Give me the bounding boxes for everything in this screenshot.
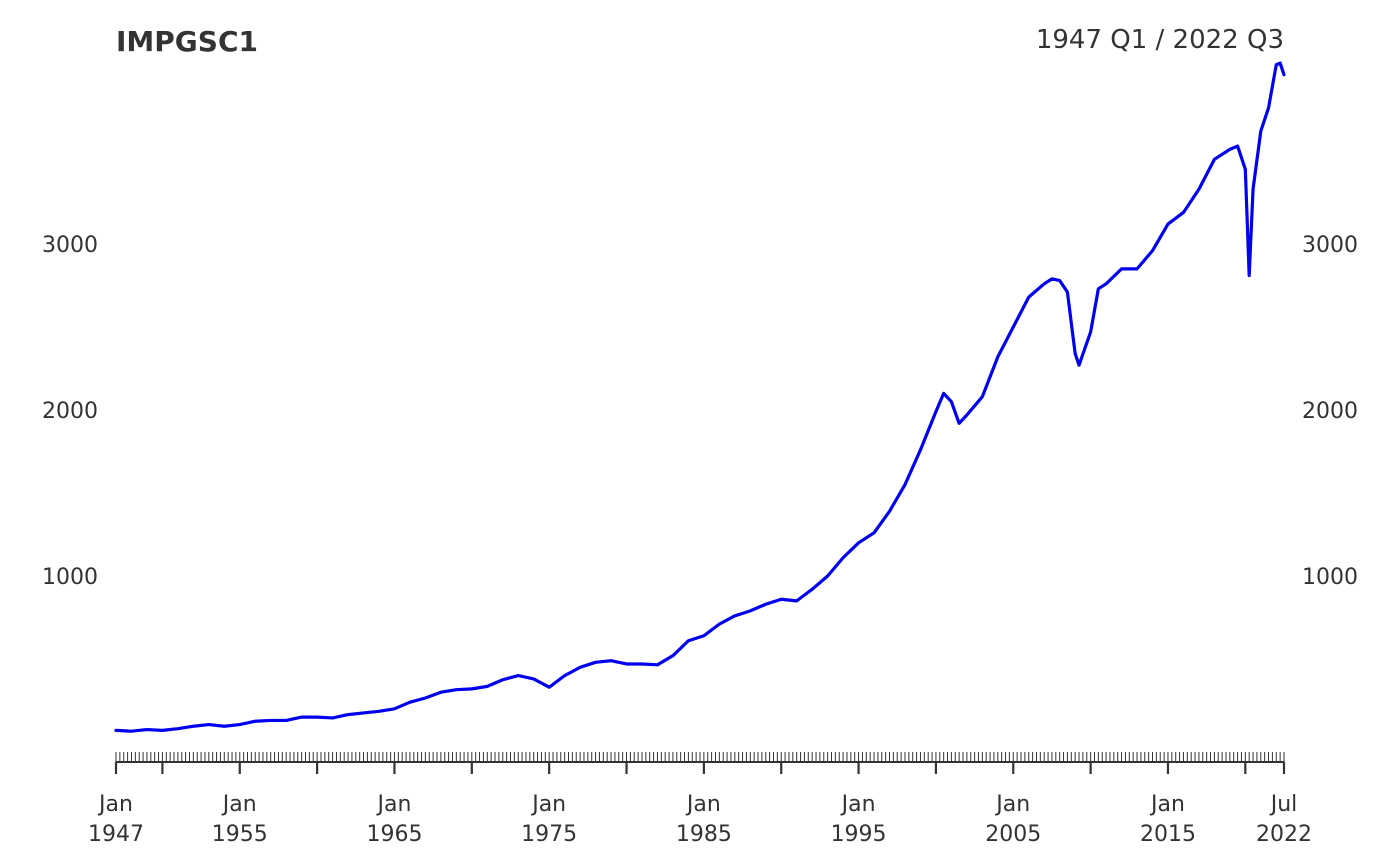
x-tick-label-year: 1965 bbox=[366, 822, 422, 847]
y-axis-left: 1000 2000 3000 bbox=[42, 233, 98, 590]
x-tick-label-year: 2005 bbox=[985, 822, 1041, 847]
x-tick-label-month: Jan bbox=[1149, 792, 1185, 817]
x-axis: Jan 1947 Jan 1955 Jan 1965 Jan 1975 Jan 1985 Jan 19… bbox=[88, 752, 1312, 847]
x-tick-label-month: Jan bbox=[221, 792, 257, 817]
x-tick-label-year: 2015 bbox=[1140, 822, 1196, 847]
y-tick-label-left: 1000 bbox=[42, 565, 98, 590]
y-tick-label-left: 3000 bbox=[42, 233, 98, 258]
date-range-label: 1947 Q1 / 2022 Q3 bbox=[1036, 25, 1284, 55]
x-tick-label-year: 1975 bbox=[521, 822, 577, 847]
y-tick-label-right: 1000 bbox=[1302, 565, 1358, 590]
y-tick-label-left: 2000 bbox=[42, 399, 98, 424]
x-tick-label-year: 1955 bbox=[212, 822, 268, 847]
x-tick-label-month: Jan bbox=[994, 792, 1030, 817]
plot-area bbox=[114, 61, 1286, 733]
x-tick-label-month: Jan bbox=[97, 792, 133, 817]
series-line bbox=[114, 61, 1286, 733]
x-tick-label-month: Jan bbox=[840, 792, 876, 817]
chart-title: IMPGSC1 bbox=[116, 25, 258, 58]
y-tick-label-right: 2000 bbox=[1302, 399, 1358, 424]
x-tick-label-year: 2022 bbox=[1256, 822, 1312, 847]
x-tick-label-month: Jan bbox=[530, 792, 566, 817]
x-tick-label-year: 1947 bbox=[88, 822, 144, 847]
x-tick-label-month: Jan bbox=[375, 792, 411, 817]
y-axis-right: 1000 2000 3000 bbox=[1302, 233, 1358, 590]
y-tick-label-right: 3000 bbox=[1302, 233, 1358, 258]
x-tick-label-month: Jan bbox=[685, 792, 721, 817]
x-tick-label-year: 1985 bbox=[676, 822, 732, 847]
x-tick-label-month: Jul bbox=[1269, 792, 1298, 817]
x-tick-label-year: 1995 bbox=[831, 822, 887, 847]
